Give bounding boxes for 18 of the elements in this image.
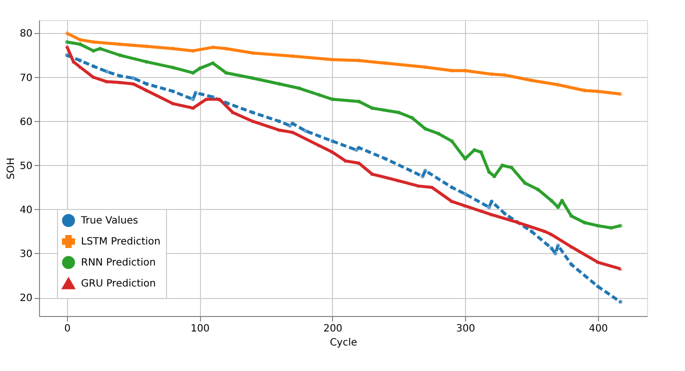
legend-label: GRU Prediction [81, 278, 156, 290]
y-tick-label: 30 [20, 248, 32, 260]
y-tick-label: 60 [20, 116, 32, 128]
x-tick-label: 400 [588, 324, 608, 334]
y-axis-title: SOH [6, 158, 17, 180]
x-tick-label: 100 [190, 324, 210, 334]
legend-label: True Values [80, 216, 138, 226]
y-tick-label: 40 [20, 204, 32, 216]
y-tick-label: 70 [20, 72, 32, 84]
x-tick-label: 0 [64, 324, 71, 334]
legend-label: RNN Prediction [81, 258, 156, 268]
x-tick-label: 200 [323, 324, 342, 334]
y-tick-label: 80 [20, 28, 32, 40]
x-axis-title: Cycle [330, 338, 358, 348]
y-tick-label: 50 [20, 160, 32, 172]
legend-label: LSTM Prediction [81, 236, 161, 248]
x-tick-label: 300 [456, 324, 476, 334]
y-tick-label: 20 [20, 293, 32, 304]
